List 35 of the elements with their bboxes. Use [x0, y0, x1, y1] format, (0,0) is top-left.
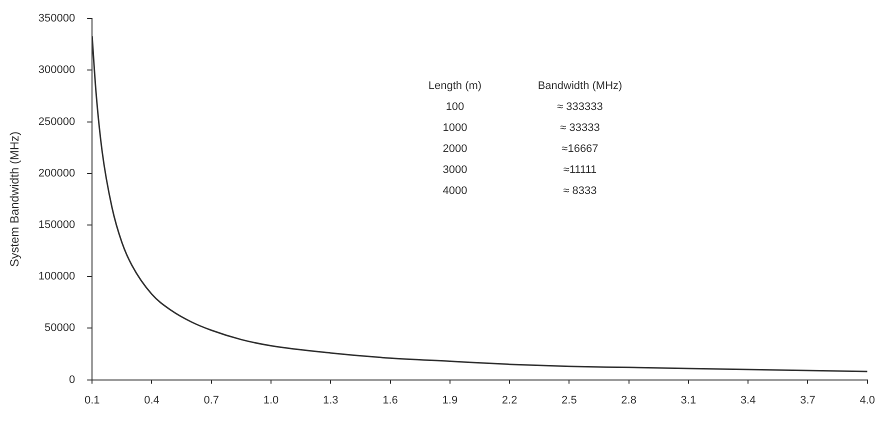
annotation: ≈ 333333	[556, 101, 604, 113]
annotation: 1000	[442, 122, 468, 134]
annotation: ≈ 8333	[562, 185, 598, 197]
x-tick-label: 0.7	[204, 394, 220, 406]
annotation: ≈ 33333	[559, 122, 601, 134]
x-tick-label: 1.9	[442, 394, 458, 406]
y-axis-title: System Bandwidth (MHz)	[8, 132, 22, 267]
x-tick-label: 2.8	[621, 394, 636, 406]
y-tick-label: 50000	[44, 322, 76, 334]
y-tick-label: 150000	[38, 219, 76, 232]
y-tick-label: 300000	[38, 64, 76, 76]
x-tick-label: 0.1	[84, 394, 100, 406]
x-tick-label: 4.0	[860, 394, 876, 406]
x-tick-label: 1.0	[263, 394, 279, 406]
annotation: Bandwidth (MHz)	[536, 80, 624, 92]
x-tick-label: 2.5	[562, 394, 577, 406]
annotation: Length (m)	[427, 80, 483, 92]
annotation: ≈11111	[562, 164, 598, 176]
annotation: ≈16667	[560, 143, 600, 155]
y-tick-label: 350000	[38, 12, 76, 25]
y-tick-label: 200000	[38, 167, 76, 180]
x-tick-label: 2.2	[502, 394, 518, 406]
y-tick-label: 250000	[38, 116, 76, 128]
x-tick-label: 1.3	[322, 394, 338, 406]
annotation: 100	[444, 101, 466, 113]
x-tick-label: 3.4	[740, 394, 756, 406]
y-tick-label: 100000	[38, 270, 76, 283]
x-tick-label: 3.1	[680, 394, 696, 406]
annotation: 3000	[442, 164, 468, 176]
x-tick-label: 1.6	[382, 394, 398, 406]
y-tick-label: 0	[68, 374, 76, 386]
annotation: 4000	[442, 185, 468, 197]
x-tick-label: 3.7	[800, 394, 816, 406]
annotation: 2000	[442, 143, 468, 155]
x-tick-label: 0.4	[144, 394, 160, 406]
